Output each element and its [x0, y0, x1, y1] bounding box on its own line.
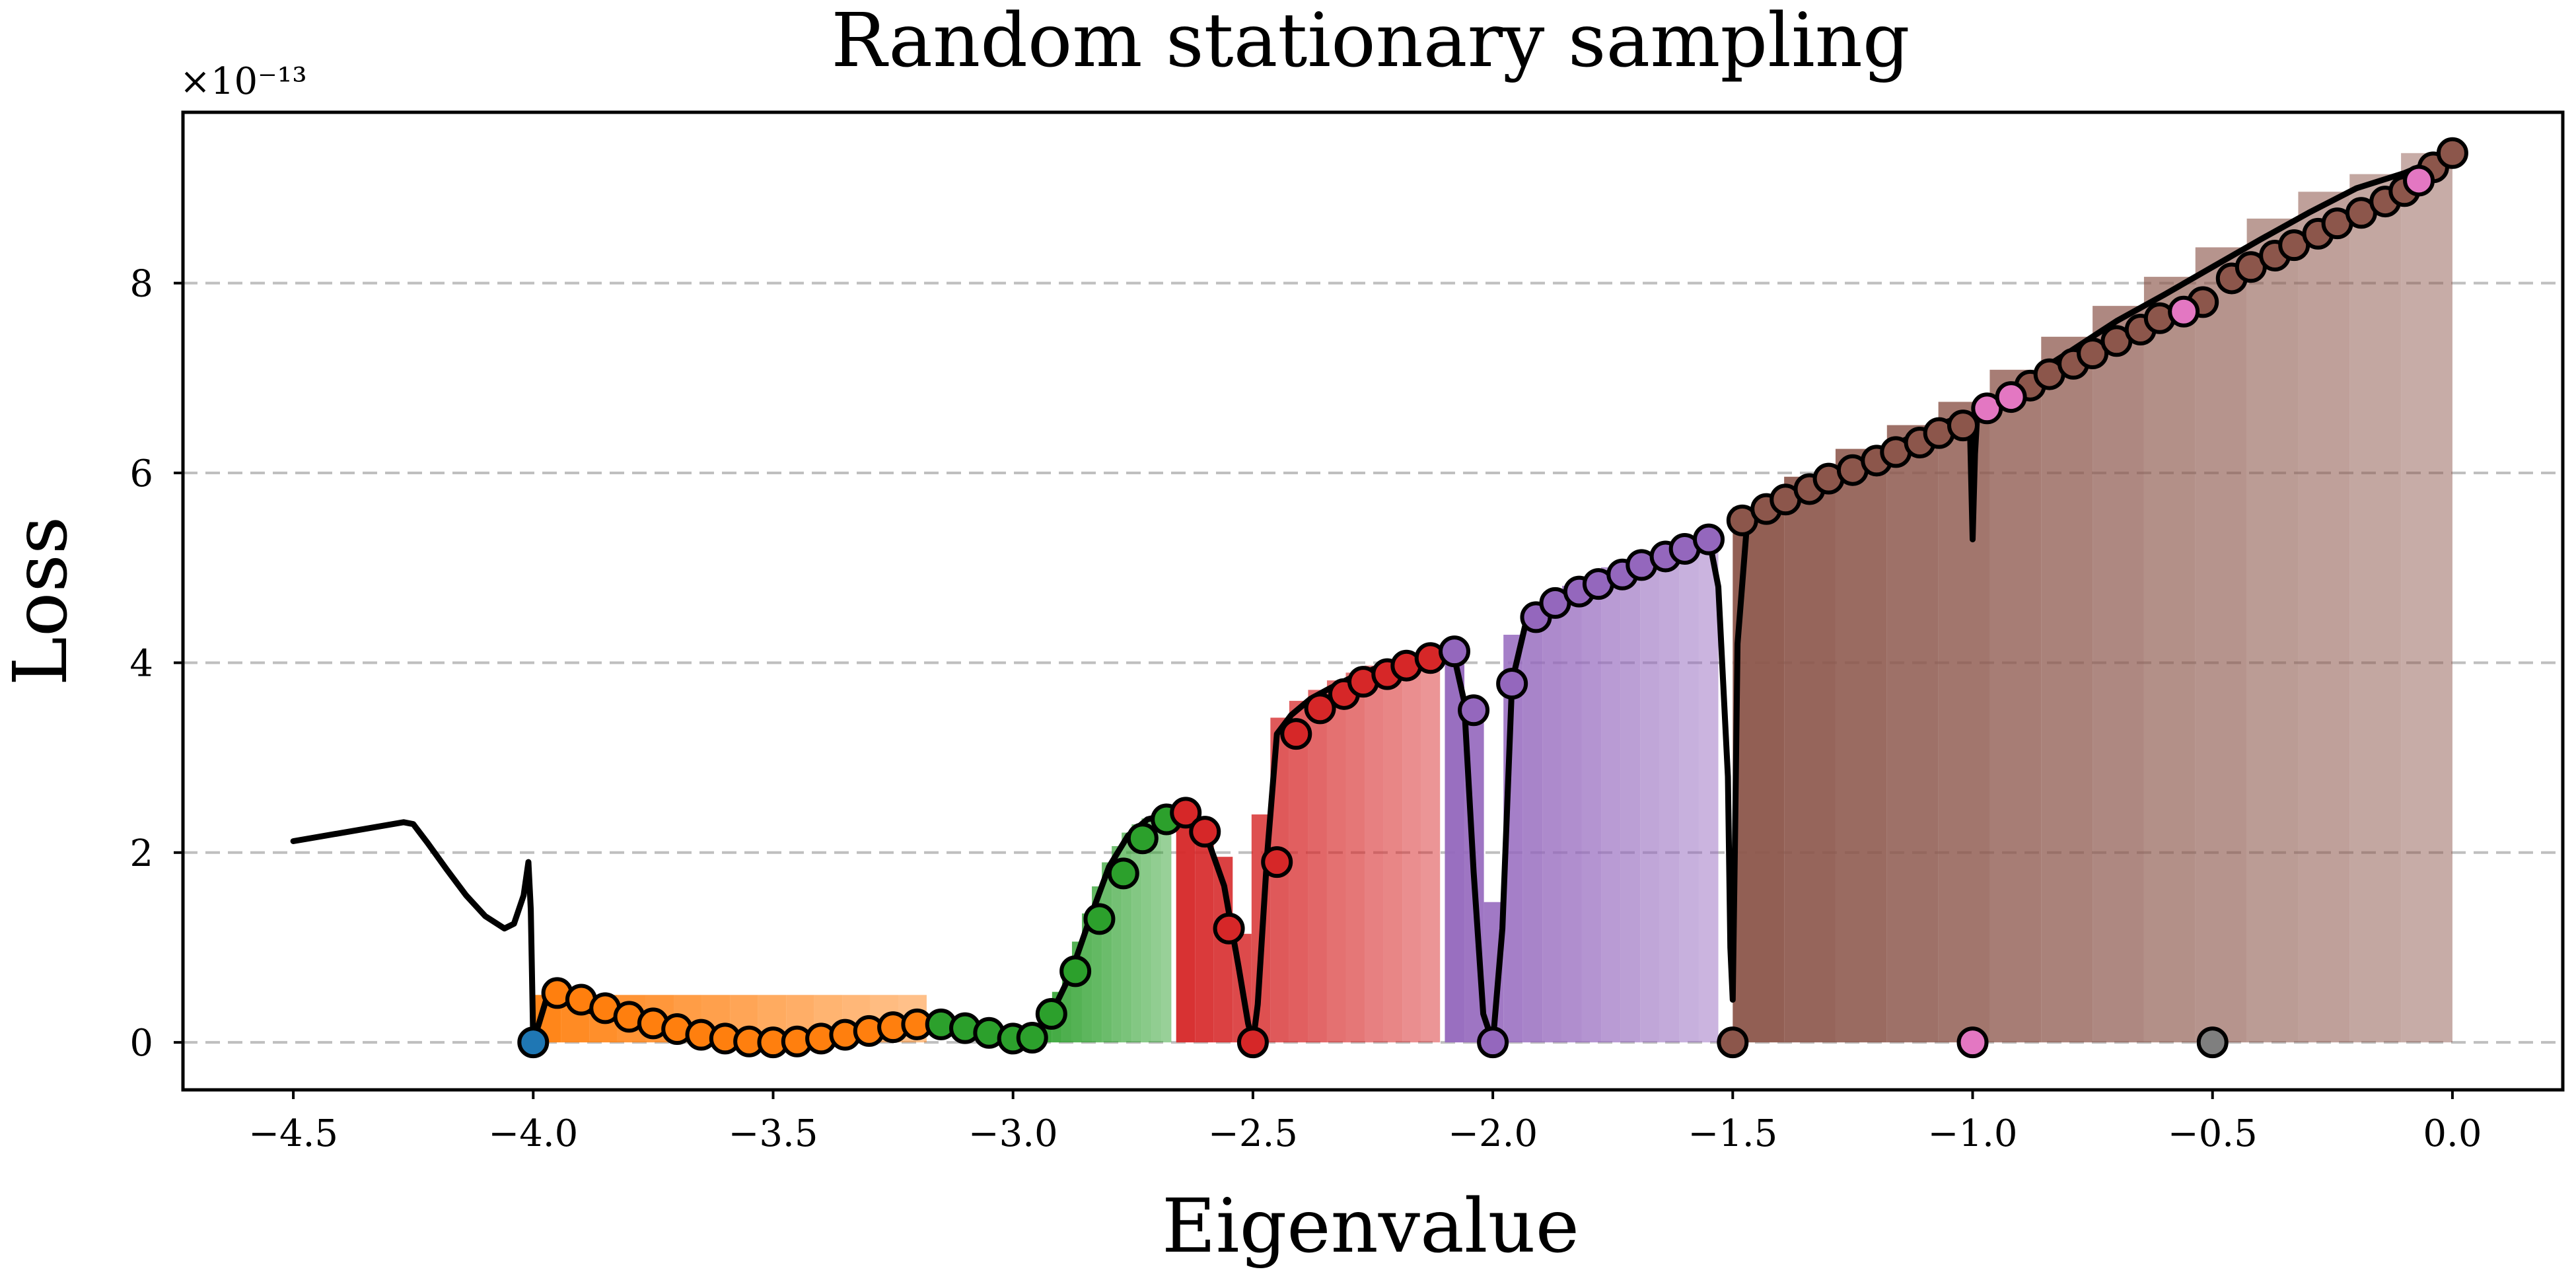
fill-band	[1141, 818, 1152, 1043]
x-tick-label: −3.5	[728, 1112, 818, 1155]
sample-point	[1477, 1026, 1509, 1059]
fill-band	[2298, 192, 2350, 1043]
sample-point	[1107, 857, 1139, 890]
x-tick-label: −1.0	[1928, 1112, 2018, 1155]
fill-band	[1886, 425, 1939, 1043]
sample-point	[1995, 381, 2027, 413]
fill-band	[1989, 369, 2042, 1043]
fill-regions	[533, 153, 2452, 1043]
sample-point	[1496, 668, 1528, 700]
fill-band	[1383, 659, 1403, 1043]
fill-band	[2195, 247, 2247, 1043]
fill-band	[1345, 672, 1365, 1043]
y-axis-ticks: 0 2 4 6 8	[129, 263, 183, 1065]
x-tick-label: −1.5	[1688, 1112, 1777, 1155]
fill-band	[2401, 153, 2452, 1043]
sample-point	[2168, 295, 2200, 328]
sample-point	[1126, 822, 1159, 855]
sample-point	[1261, 846, 1293, 878]
sample-point	[1280, 718, 1312, 750]
fill-band	[1835, 448, 1887, 1043]
y-tick-label: 8	[129, 263, 153, 306]
fill-band	[1542, 596, 1562, 1043]
fill-band	[1289, 701, 1308, 1043]
sample-point	[2403, 164, 2435, 197]
sample-point	[1438, 635, 1470, 668]
fill-band	[1176, 814, 1196, 1043]
sample-point	[1304, 692, 1336, 725]
fill-band	[1112, 846, 1122, 1043]
sample-point	[1059, 955, 1092, 987]
y-tick-label: 0	[129, 1022, 153, 1065]
x-axis-ticks: −4.5 −4.0 −3.5 −3.0 −2.5 −2.0 −1.5 −1.0 −0.5 0.0	[248, 1090, 2482, 1155]
sample-point	[1717, 1026, 1749, 1059]
sample-point	[1083, 903, 1116, 935]
x-tick-label: −2.5	[1208, 1112, 1298, 1155]
fill-band	[2093, 306, 2144, 1043]
fill-band	[1938, 402, 1990, 1043]
fill-band	[1784, 476, 1836, 1043]
y-axis-label: Loss	[0, 517, 84, 686]
sample-point	[1035, 998, 1067, 1030]
fill-band	[1522, 609, 1543, 1043]
sample-point	[1170, 797, 1202, 829]
sample-point	[1016, 1021, 1048, 1054]
fill-band	[1151, 816, 1162, 1043]
sample-point	[1189, 816, 1221, 848]
sample-point	[1213, 912, 1245, 945]
fill-band	[1679, 539, 1699, 1043]
sample-point	[1458, 694, 1490, 727]
x-tick-label: −2.0	[1448, 1112, 1538, 1155]
fill-band	[1640, 551, 1660, 1043]
sample-point	[1947, 410, 1979, 442]
sample-point	[1692, 523, 1725, 555]
fill-band	[2349, 174, 2402, 1043]
fill-band	[1659, 544, 1680, 1043]
sample-point	[1956, 1026, 1989, 1059]
x-tick-label: −3.0	[968, 1112, 1058, 1155]
x-axis-label: Eigenvalue	[1162, 1184, 1579, 1270]
fill-band	[1698, 539, 1719, 1043]
sample-point	[1236, 1026, 1269, 1059]
x-tick-label: 0.0	[2423, 1112, 2482, 1155]
fill-band	[1131, 824, 1142, 1043]
fill-band	[1402, 655, 1421, 1043]
fill-band	[1195, 822, 1214, 1043]
x-tick-label: −0.5	[2168, 1112, 2258, 1155]
fill-band	[1365, 665, 1384, 1043]
x-tick-label: −4.0	[488, 1112, 578, 1155]
chart-title: Random stationary sampling	[831, 0, 1910, 84]
x-tick-label: −4.5	[248, 1112, 338, 1155]
fill-band	[1326, 680, 1346, 1043]
sample-point	[2436, 137, 2468, 169]
fill-band	[1161, 814, 1172, 1043]
y-tick-label: 6	[129, 452, 153, 495]
fill-band	[1620, 559, 1641, 1043]
fill-band	[2246, 218, 2299, 1043]
fill-band	[1581, 576, 1602, 1043]
fill-band	[2041, 336, 2093, 1043]
sample-point	[2196, 1026, 2229, 1059]
fill-band	[1561, 585, 1582, 1043]
y-tick-label: 4	[129, 642, 153, 685]
y-scale-note: ×10⁻¹³	[180, 60, 307, 103]
sample-point	[517, 1026, 550, 1059]
fill-band	[1308, 690, 1327, 1043]
y-tick-label: 2	[129, 832, 153, 875]
fill-band	[2143, 277, 2196, 1043]
plot-frame	[181, 110, 2565, 1092]
sample-points	[517, 137, 2468, 1059]
fill-band	[1421, 652, 1441, 1043]
fill-band	[1601, 567, 1621, 1043]
sample-point	[2077, 337, 2109, 369]
